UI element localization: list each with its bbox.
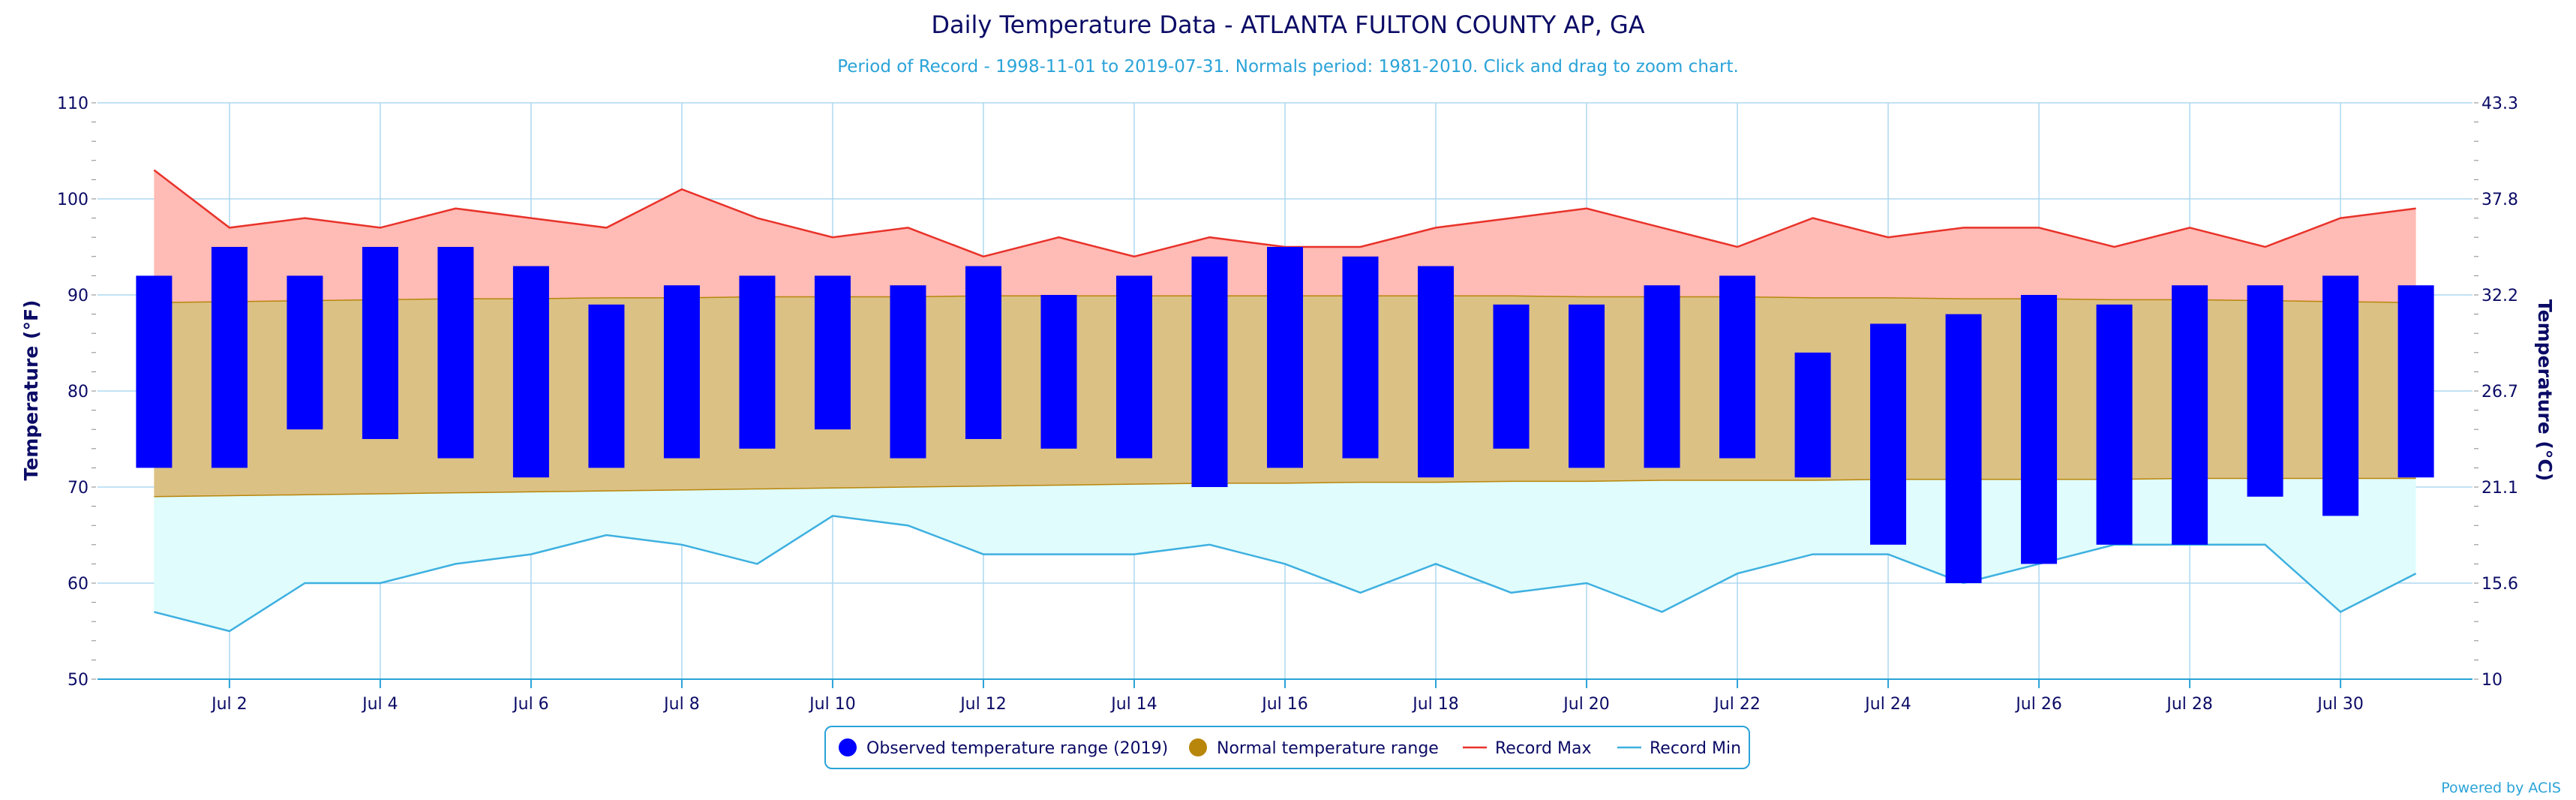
observed-bar [965,266,1001,439]
y-tick-label-left: 70 [68,479,89,498]
observed-bar [211,247,248,468]
x-tick-label: Jul 18 [1411,695,1459,714]
y-tick-label-left: 60 [68,575,89,594]
legend-normal-label: Normal temperature range [1217,739,1439,758]
observed-bar [2397,285,2434,478]
y-tick-label-right: 21.1 [2481,479,2518,498]
y-tick-label-right: 37.8 [2481,191,2518,209]
y-tick-label-left: 90 [68,287,89,305]
x-tick-label: Jul 16 [1260,695,1308,714]
observed-bar [1794,352,1831,478]
x-tick-label: Jul 12 [959,695,1007,714]
x-tick-label: Jul 10 [808,695,856,714]
x-tick-label: Jul 6 [512,695,549,714]
y-axis-title-right: Temperature (°C) [2534,299,2556,481]
axes: 50 10 60 15.6 70 21.1 80 26.7 90 32.2 100 37.8 110 43… [57,95,2518,714]
observed-bar [2172,285,2208,545]
chart-title: Daily Temperature Data - ATLANTA FULTON … [931,11,1644,39]
observed-bar [2021,295,2058,564]
observed-bar [890,285,926,459]
observed-bar [1719,275,1756,459]
observed-bar [287,275,323,430]
legend-item-normal[interactable]: Normal temperature range [1189,738,1439,758]
observed-bar [814,275,851,430]
y-tick-label-left: 100 [57,191,89,209]
y-tick-label-left: 50 [68,671,89,690]
x-tick-label: Jul 22 [1713,695,1761,714]
observed-bar [739,275,776,449]
y-tick-label-left: 80 [68,383,89,402]
observed-bar [512,266,549,478]
credit-link[interactable]: Powered by ACIS [2441,780,2561,796]
observed-bar [1945,314,1982,583]
x-tick-label: Jul 26 [2014,695,2062,714]
observed-bar [2247,285,2283,497]
observed-bar [1267,247,1303,468]
x-tick-label: Jul 20 [1562,695,1610,714]
observed-bar [1870,323,1907,545]
x-tick-label: Jul 30 [2316,695,2364,714]
observed-bars [136,247,2434,583]
y-tick-label-right: 43.3 [2481,95,2518,113]
x-tick-label: Jul 2 [210,695,248,714]
legend: Observed temperature range (2019) Normal… [824,726,1750,769]
legend-normal-marker [1189,738,1207,756]
observed-bar [1418,266,1455,478]
y-tick-label-right: 32.2 [2481,287,2518,305]
x-tick-label: Jul 28 [2165,695,2213,714]
observed-bar [1493,304,1530,449]
y-axis-title-left: Temperature (°F) [20,300,42,481]
observed-bar [1569,304,1605,468]
y-tick-label-right: 15.6 [2481,575,2518,594]
y-tick-label-right: 10 [2481,671,2502,690]
x-tick-label: Jul 4 [361,695,398,714]
legend-observed-label: Observed temperature range (2019) [866,739,1168,758]
observed-bar [1644,285,1680,468]
record-max-band [154,170,2416,303]
x-tick-label: Jul 24 [1863,695,1911,714]
observed-bar [1115,275,1152,459]
observed-bar [588,304,625,468]
legend-item-observed[interactable]: Observed temperature range (2019) [839,738,1168,758]
x-tick-label: Jul 8 [662,695,700,714]
observed-bar [362,247,398,439]
observed-bar [2322,275,2359,516]
observed-bar [1040,295,1077,449]
chart-subtitle: Period of Record - 1998-11-01 to 2019-07… [837,57,1739,77]
legend-box [824,726,1750,769]
observed-bar [1342,256,1379,459]
observed-bar [437,247,474,459]
legend-record-max-label: Record Max [1495,739,1592,758]
x-tick-label: Jul 14 [1109,695,1157,714]
record-min-band [154,478,2416,631]
observed-bar [136,275,173,468]
legend-observed-marker [839,738,857,756]
y-tick-label-right: 26.7 [2481,383,2518,402]
legend-record-min-label: Record Min [1650,739,1741,758]
observed-bar [663,285,700,459]
legend-item-record-min[interactable]: Record Min [1617,739,1741,758]
legend-item-record-max[interactable]: Record Max [1463,739,1592,758]
observed-bar [1191,256,1228,487]
observed-bar [2096,304,2133,545]
y-tick-label-left: 110 [57,95,89,113]
